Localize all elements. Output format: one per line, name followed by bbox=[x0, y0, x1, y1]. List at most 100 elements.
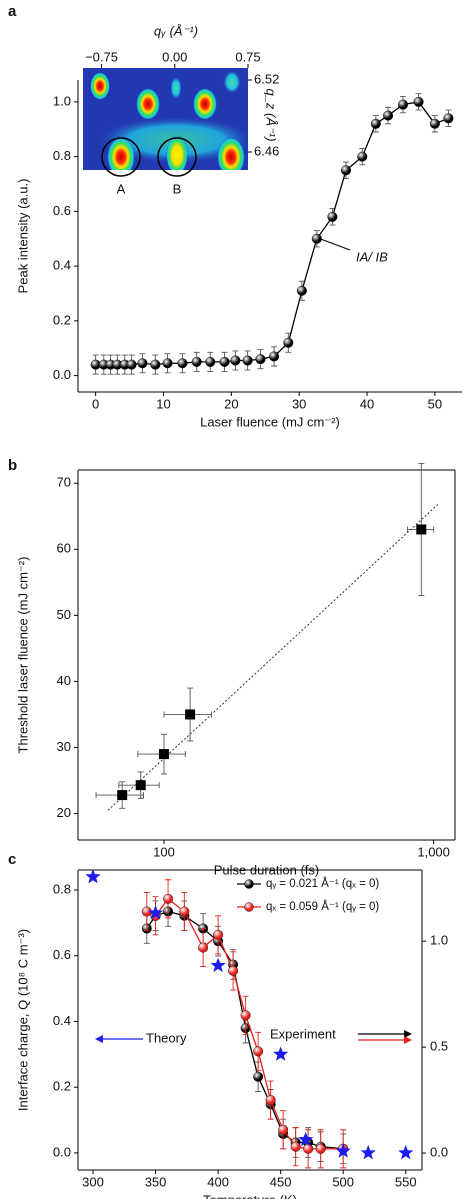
y-tick-label: 0.8 bbox=[53, 148, 71, 163]
marker bbox=[163, 893, 174, 904]
panel-label: a bbox=[8, 3, 17, 20]
spot bbox=[107, 137, 135, 170]
spot bbox=[223, 70, 241, 94]
annotation: Theory bbox=[146, 1030, 187, 1045]
spot bbox=[136, 88, 160, 120]
marker bbox=[147, 905, 164, 920]
marker bbox=[398, 1144, 414, 1160]
marker bbox=[240, 1010, 251, 1021]
x-axis-title: Laser fluence (mJ cm⁻²) bbox=[200, 414, 340, 429]
panel-label: c bbox=[8, 851, 16, 868]
fit-line bbox=[107, 502, 440, 811]
y-tick-label: 40 bbox=[57, 673, 71, 688]
marker bbox=[298, 1131, 314, 1147]
x-tick-label: 0.00 bbox=[162, 49, 187, 64]
x-tick-label: 30 bbox=[292, 396, 306, 411]
marker bbox=[278, 1124, 289, 1135]
annotation: Experiment bbox=[270, 1026, 336, 1041]
data-layer: qᵧ = 0.021 Å⁻¹ (qₓ = 0) qₓ = 0.059 Å⁻¹ (q… bbox=[85, 93, 454, 1169]
x-tick-label: 50 bbox=[428, 396, 442, 411]
x-tick-label: 1,000 bbox=[417, 844, 450, 859]
marker bbox=[150, 359, 161, 370]
marker bbox=[191, 356, 202, 367]
y-tick-label: 1.0 bbox=[53, 93, 71, 108]
marker bbox=[117, 790, 128, 801]
y-tick-label: 60 bbox=[57, 541, 71, 556]
marker bbox=[273, 1046, 289, 1061]
inset: A B qᵧ (Å⁻¹) q_z (Å⁻¹) −0.75 0.00 0.75 6.52… bbox=[83, 23, 279, 196]
marker bbox=[397, 99, 408, 110]
marker bbox=[283, 337, 294, 348]
marker bbox=[135, 780, 146, 791]
marker bbox=[315, 1143, 326, 1154]
marker bbox=[210, 957, 226, 973]
x-tick-label: 350 bbox=[145, 1174, 167, 1189]
marker bbox=[219, 356, 230, 367]
marker bbox=[296, 285, 307, 296]
marker bbox=[290, 1141, 301, 1152]
marker bbox=[185, 709, 196, 720]
y-tick-label: 0.8 bbox=[53, 881, 71, 896]
marker bbox=[360, 1144, 376, 1160]
marker bbox=[162, 358, 173, 369]
spot bbox=[166, 135, 188, 170]
inset-label: A bbox=[117, 181, 126, 196]
circle-a bbox=[101, 137, 141, 177]
legend-marker bbox=[244, 879, 254, 889]
x-tick-label: 550 bbox=[395, 1174, 417, 1189]
y-tick-label: 0.4 bbox=[53, 1013, 71, 1028]
marker bbox=[335, 1143, 351, 1158]
marker bbox=[413, 96, 424, 107]
marker bbox=[242, 355, 253, 366]
circle-b bbox=[157, 137, 197, 177]
y-tick-label: 30 bbox=[57, 739, 71, 754]
inset-x-label: qᵧ (Å⁻¹) bbox=[154, 23, 198, 38]
marker bbox=[205, 356, 216, 367]
spot bbox=[90, 72, 110, 100]
y-tick-label: 0.6 bbox=[53, 947, 71, 962]
annotation-pointer bbox=[317, 237, 351, 251]
x-tick-label: 450 bbox=[270, 1174, 292, 1189]
y-axis-title: Peak intensity (a.u.) bbox=[15, 179, 30, 294]
marker bbox=[85, 868, 101, 884]
marker bbox=[253, 1071, 264, 1082]
y-tick-label: 0.4 bbox=[53, 258, 71, 273]
marker bbox=[228, 965, 239, 976]
marker bbox=[311, 233, 322, 244]
marker bbox=[179, 906, 190, 917]
x-tick-label: 300 bbox=[82, 1174, 104, 1189]
y-tick-label: 20 bbox=[57, 805, 71, 820]
y-tick-label: 0.0 bbox=[53, 1144, 71, 1159]
x-tick-label: −0.75 bbox=[85, 49, 118, 64]
annotation: IA/ IB bbox=[356, 249, 388, 264]
marker bbox=[158, 749, 169, 760]
y-tick-label: 1.0 bbox=[430, 933, 448, 948]
y-tick-label: 70 bbox=[57, 475, 71, 490]
y-tick-label: 0.0 bbox=[430, 1144, 448, 1159]
y-tick-label: 50 bbox=[57, 607, 71, 622]
legend-label: qᵧ = 0.021 Å⁻¹ (qₓ = 0) bbox=[266, 877, 379, 890]
marker bbox=[443, 113, 454, 124]
x-tick-label: 0 bbox=[92, 396, 99, 411]
marker bbox=[126, 359, 137, 370]
spot bbox=[193, 88, 217, 120]
marker bbox=[230, 355, 241, 366]
marker bbox=[340, 165, 351, 176]
marker bbox=[198, 942, 209, 953]
y-tick-label: 0.5 bbox=[430, 1039, 448, 1054]
marker bbox=[303, 1143, 314, 1154]
marker bbox=[213, 929, 224, 940]
marker bbox=[177, 358, 188, 369]
y-tick-label: 0.2 bbox=[53, 1079, 71, 1094]
inset-map bbox=[83, 68, 248, 170]
spot bbox=[170, 76, 182, 100]
x-tick-label: 100 bbox=[153, 844, 175, 859]
marker bbox=[327, 211, 338, 222]
axes-layer: 0 10 20 30 40 50 0.0 0.2 0.4 0.6 0.8 1.0 Laser fluen… bbox=[15, 80, 462, 1199]
spot bbox=[217, 137, 245, 170]
legend-label: qₓ = 0.059 Å⁻¹ (qᵧ = 0) bbox=[266, 900, 379, 913]
x-axis-title: Temperature (K) bbox=[203, 1192, 297, 1199]
marker bbox=[137, 358, 148, 369]
legend-marker bbox=[244, 902, 254, 912]
